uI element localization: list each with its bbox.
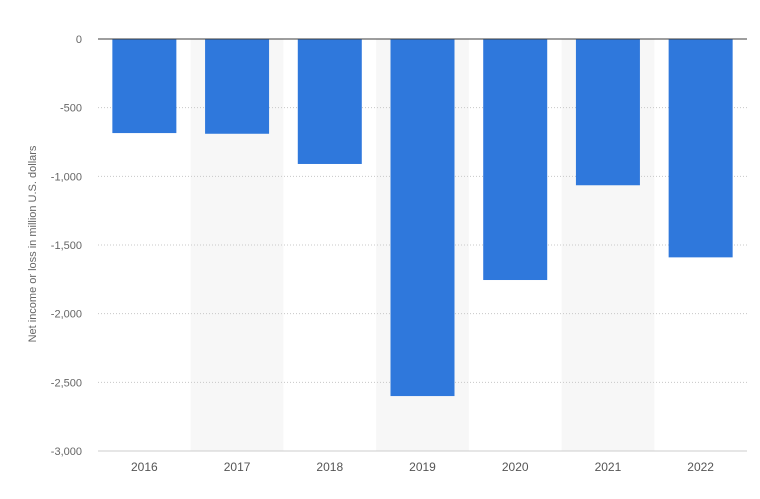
y-tick-label: -2,000 [51, 309, 82, 321]
bar [112, 39, 177, 134]
bar [483, 39, 548, 281]
bar [390, 39, 455, 397]
x-tick-label: 2021 [595, 460, 622, 474]
x-tick-label: 2022 [687, 460, 714, 474]
bar [205, 39, 270, 134]
x-tick-label: 2017 [224, 460, 251, 474]
y-tick-label: -1,000 [51, 171, 82, 183]
x-tick-label: 2018 [316, 460, 343, 474]
bar [575, 39, 640, 186]
y-tick-label: -500 [60, 103, 82, 115]
y-axis-label: Net income or loss in million U.S. dolla… [27, 145, 39, 343]
y-tick-label: 0 [76, 34, 82, 46]
x-tick-label: 2020 [502, 460, 529, 474]
y-tick-label: -2,500 [51, 377, 82, 389]
x-tick-label: 2016 [131, 460, 158, 474]
y-tick-label: -1,500 [51, 240, 82, 252]
bar [668, 39, 733, 258]
x-tick-label: 2019 [409, 460, 436, 474]
bar [297, 39, 362, 164]
y-tick-label: -3,000 [51, 446, 82, 458]
